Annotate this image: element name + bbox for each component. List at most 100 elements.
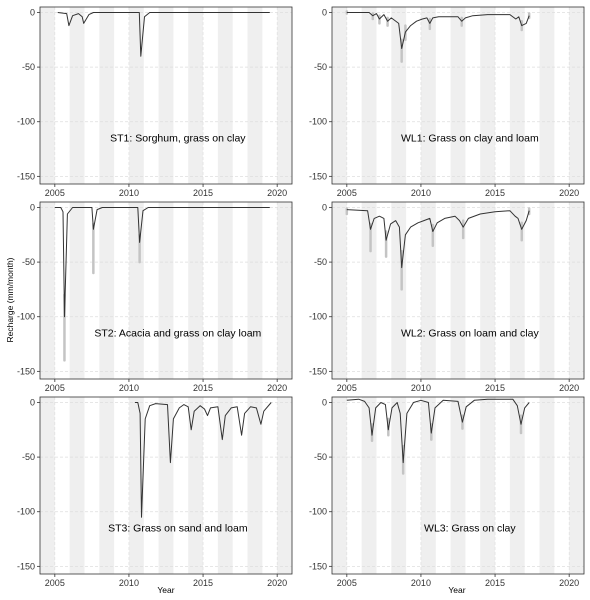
y-tick-label: 0: [30, 7, 35, 17]
year-band: [450, 202, 466, 379]
y-tick-label: -100: [309, 507, 327, 517]
x-tick-label: 2010: [411, 578, 431, 588]
year-band: [277, 202, 292, 379]
year-band: [332, 397, 347, 574]
year-band: [40, 202, 55, 379]
panel-frame: [331, 396, 585, 575]
x-tick-label: 2010: [411, 383, 431, 393]
y-tick-label: -100: [17, 312, 35, 322]
year-band: [539, 397, 555, 574]
x-tick-label: 2010: [119, 383, 139, 393]
year-band: [569, 397, 584, 574]
year-band: [158, 397, 174, 574]
panel-title: WL1: Grass on clay and loam: [401, 132, 539, 144]
y-tick-label: -50: [314, 62, 327, 72]
y-tick-label: -150: [309, 171, 327, 181]
year-band: [247, 397, 263, 574]
panel-title: WL3: Grass on clay: [424, 522, 516, 534]
year-band: [480, 397, 496, 574]
series-line: [134, 402, 272, 518]
x-tick-label: 2015: [193, 188, 213, 198]
year-band: [188, 202, 204, 379]
year-band: [217, 7, 233, 184]
year-band: [247, 7, 263, 184]
y-axis-label: Recharge (mm/month): [5, 257, 15, 342]
x-tick-label: 2005: [337, 578, 357, 588]
y-tick-label: 0: [30, 397, 35, 407]
year-band: [391, 202, 407, 379]
series-line: [346, 398, 530, 464]
x-tick-label: 2015: [485, 578, 505, 588]
panel-title: ST1: Sorghum, grass on clay: [110, 132, 246, 144]
x-tick-label: 2020: [267, 383, 287, 393]
x-tick-label: 2005: [337, 383, 357, 393]
y-tick-label: -100: [309, 312, 327, 322]
year-band: [450, 7, 466, 184]
year-band: [158, 202, 174, 379]
x-tick-label: 2005: [45, 188, 65, 198]
panel-5: 0 -50 -100 -150 2005 2010 2015 2020 ST3: Grass o…: [17, 396, 293, 588]
panel-title: ST3: Grass on sand and loam: [108, 522, 248, 534]
x-tick-label: 2015: [193, 578, 213, 588]
panel-1: 0 -50 -100 -150 2005 2010 2015 2020 ST1: Sorghum…: [17, 6, 293, 198]
x-tick-label: 2015: [485, 383, 505, 393]
y-tick-label: -150: [17, 171, 35, 181]
year-band: [450, 397, 466, 574]
panel-title: ST2: Acacia and grass on clay loam: [94, 327, 261, 339]
year-band: [277, 7, 292, 184]
x-tick-label: 2015: [193, 383, 213, 393]
panel-frame: [39, 6, 293, 185]
x-tick-label: 2020: [559, 578, 579, 588]
x-tick-label: 2005: [45, 383, 65, 393]
y-tick-label: -100: [309, 117, 327, 127]
year-band: [332, 7, 347, 184]
year-band: [332, 202, 347, 379]
y-tick-label: -100: [17, 117, 35, 127]
y-tick-label: -50: [22, 452, 35, 462]
year-band: [69, 397, 85, 574]
panel-frame: [39, 396, 293, 575]
x-tick-label: 2020: [559, 383, 579, 393]
series-line: [57, 12, 270, 57]
series-line: [346, 209, 530, 269]
y-tick-label: -150: [309, 366, 327, 376]
year-band: [391, 397, 407, 574]
y-tick-label: -50: [314, 452, 327, 462]
panel-2: 0 -50 -100 -150 2005 2010 2015 2020 WL1: Grass o…: [309, 6, 585, 198]
x-tick-label: 2005: [45, 578, 65, 588]
y-tick-label: 0: [322, 202, 327, 212]
panel-title: WL2: Grass on loam and clay: [401, 327, 539, 339]
year-band: [420, 397, 436, 574]
y-tick-label: 0: [322, 7, 327, 17]
y-tick-label: -150: [17, 561, 35, 571]
year-band: [509, 202, 525, 379]
panel-3: 0 -50 -100 -150 2005 2010 2015 2020 ST2: Acacia …: [17, 201, 293, 393]
year-band: [188, 7, 204, 184]
series-line: [54, 207, 270, 318]
year-band: [509, 7, 525, 184]
x-tick-label: 2005: [337, 188, 357, 198]
year-band: [217, 202, 233, 379]
panel-frame: [331, 201, 585, 380]
x-tick-label: 2010: [119, 188, 139, 198]
year-band: [277, 397, 292, 574]
x-tick-label: 2020: [267, 578, 287, 588]
year-band: [247, 202, 263, 379]
x-axis-label-left: Year: [157, 585, 174, 595]
year-band: [69, 7, 85, 184]
x-axis-label-right: Year: [448, 585, 465, 595]
year-band: [420, 7, 436, 184]
year-band: [569, 202, 584, 379]
x-tick-label: 2020: [559, 188, 579, 198]
year-band: [99, 202, 115, 379]
year-band: [569, 7, 584, 184]
year-band: [188, 397, 204, 574]
x-tick-label: 2010: [119, 578, 139, 588]
x-tick-label: 2015: [485, 188, 505, 198]
year-band: [361, 202, 377, 379]
y-tick-label: -100: [17, 507, 35, 517]
y-tick-label: -50: [22, 257, 35, 267]
year-band: [539, 7, 555, 184]
